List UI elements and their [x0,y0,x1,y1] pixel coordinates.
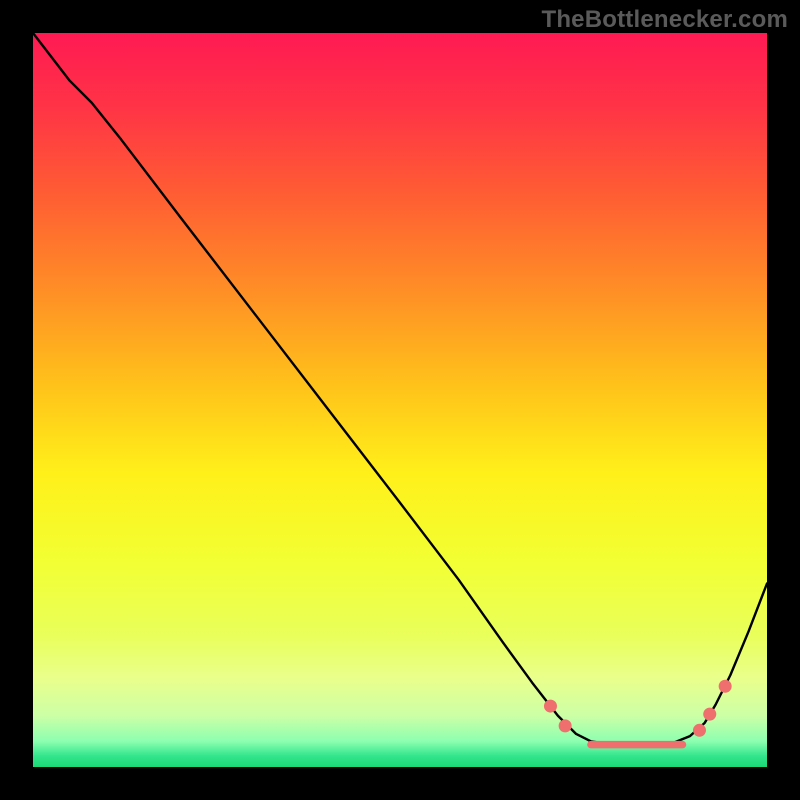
marker-dot [719,680,732,693]
marker-dot [544,700,557,713]
plot-area [33,33,767,767]
marker-dot [559,719,572,732]
marker-dot [703,708,716,721]
marker-dash-segment [587,741,686,749]
plot-svg [33,33,767,767]
gradient-background [33,33,767,767]
marker-dot [693,724,706,737]
watermark-text: TheBottlenecker.com [541,6,788,34]
